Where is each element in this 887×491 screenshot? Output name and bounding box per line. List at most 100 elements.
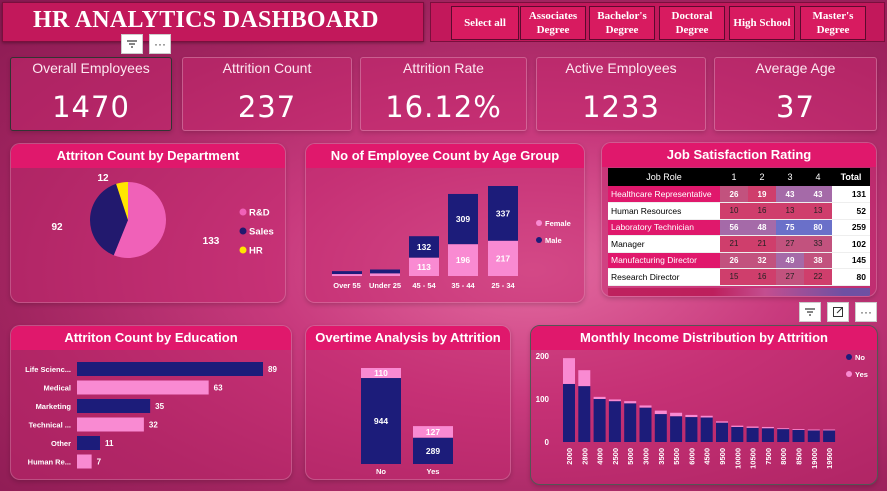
bar-segment-female	[370, 273, 400, 276]
rating-cell: 43	[776, 186, 804, 203]
bar-segment-yes	[777, 428, 790, 430]
bar-data-label: 63	[214, 384, 223, 393]
panel-age-group[interactable]: No of Employee Count by Age Group Over 5…	[305, 143, 585, 303]
more-options-icon[interactable]: ···	[855, 302, 877, 322]
bar-segment-female	[488, 240, 518, 276]
filter-icon[interactable]	[121, 34, 143, 54]
col-header[interactable]: 1	[720, 168, 748, 186]
slicer-associates-degree[interactable]: Associates Degree	[520, 6, 586, 40]
bar-segment-male	[370, 269, 400, 276]
legend-marker	[846, 354, 852, 360]
slicer-masters-degree[interactable]: Master's Degree	[800, 6, 866, 40]
col-header[interactable]: 2	[748, 168, 776, 186]
slicer-select-all[interactable]: Select all	[451, 6, 519, 40]
x-tick-label: 4500	[703, 448, 712, 465]
slicer-high-school[interactable]: High School	[729, 6, 795, 40]
col-header[interactable]: Total	[832, 168, 870, 186]
focus-mode-icon[interactable]	[827, 302, 849, 322]
panel-attrition-by-education[interactable]: Attriton Count by Education Life Scienc.…	[10, 325, 292, 480]
bar-segment-no	[792, 429, 805, 442]
total-cell: 52	[832, 202, 870, 220]
kpi-active-employees[interactable]: Active Employees 1233	[536, 57, 706, 131]
bar-segment-no	[608, 401, 621, 442]
x-tick-label: 6000	[687, 448, 696, 465]
job-role-cell: Manager	[608, 235, 720, 253]
total-cell: 80	[832, 268, 870, 286]
table-scrollbar[interactable]	[608, 288, 870, 296]
rating-cell: 10	[720, 202, 748, 220]
bar-segment-no	[746, 427, 759, 442]
legend-marker	[846, 371, 852, 377]
x-tick-label: No	[376, 467, 386, 476]
panel-attrition-by-department[interactable]: Attriton Count by Department 133 92 12 R&D S…	[10, 143, 286, 303]
legend-marker	[239, 246, 247, 254]
visual-toolbar-bottom: ···	[799, 302, 877, 322]
kpi-label: Average Age	[755, 60, 836, 76]
x-tick-label: 3000	[642, 448, 651, 465]
bar	[77, 380, 209, 395]
bar	[77, 399, 151, 413]
bar-segment-no	[578, 386, 591, 442]
job-role-cell: Laboratory Technician	[608, 219, 720, 236]
rating-cell: 21	[720, 235, 748, 253]
col-header[interactable]: Job Role	[608, 168, 720, 186]
kpi-value: 237	[237, 90, 297, 124]
rating-cell: 27	[776, 235, 804, 253]
rating-cell: 48	[748, 219, 776, 236]
panel-job-satisfaction[interactable]: Job Satisfaction Rating Job Role 1 2 3 4…	[601, 142, 877, 297]
bar-segment-no	[700, 417, 713, 442]
kpi-value: 16.12%	[385, 90, 502, 124]
rating-cell: 13	[776, 202, 804, 220]
col-header[interactable]: 4	[804, 168, 832, 186]
education-bar-chart: Life Scienc... 89 Medical 63 Marketing 35 Tech…	[25, 362, 277, 469]
bar	[77, 417, 144, 432]
table-row[interactable]: Laboratory Technician 56 48 75 80 259	[608, 219, 870, 236]
rating-cell: 38	[804, 252, 832, 269]
bar-segment-no	[593, 399, 606, 442]
kpi-overall-employees[interactable]: Overall Employees 1470	[10, 57, 172, 131]
pie-slice	[90, 183, 128, 256]
table-row[interactable]: Research Director 15 16 27 22 80	[608, 268, 870, 286]
y-tick-label: Other	[51, 439, 71, 448]
bar-segment-no	[361, 378, 401, 464]
x-tick-label: Over 55	[333, 281, 361, 290]
x-tick-label: Under 25	[369, 281, 401, 290]
table-row[interactable]: Manufacturing Director 26 32 49 38 145	[608, 252, 870, 269]
bar-segment-male	[332, 271, 362, 276]
panel-title: Attriton Count by Education	[11, 326, 291, 350]
y-tick-label: 0	[545, 438, 550, 447]
total-cell: 102	[832, 235, 870, 253]
bar-data-label: 113	[417, 262, 431, 272]
bar-segment-no	[807, 430, 820, 442]
table-row[interactable]: Human Resources 10 16 13 13 52	[608, 202, 870, 220]
bar-segment-yes	[807, 429, 820, 431]
y-tick-label: Marketing	[36, 402, 72, 411]
bar-segment-female	[332, 274, 362, 276]
x-tick-label: 9500	[718, 448, 727, 465]
kpi-average-age[interactable]: Average Age 37	[714, 57, 877, 131]
bar-segment-no	[639, 407, 652, 442]
kpi-attrition-count[interactable]: Attrition Count 237	[182, 57, 352, 131]
panel-monthly-income[interactable]: Monthly Income Distribution by Attrition…	[530, 325, 878, 485]
slicer-bachelors-degree[interactable]: Bachelor's Degree	[589, 6, 655, 40]
bar-data-label: 196	[456, 255, 470, 265]
slicer-doctoral-degree[interactable]: Doctoral Degree	[659, 6, 725, 40]
more-options-icon[interactable]: ···	[149, 34, 171, 54]
x-tick-label: 19500	[825, 448, 834, 469]
col-header[interactable]: 3	[776, 168, 804, 186]
kpi-attrition-rate[interactable]: Attrition Rate 16.12%	[360, 57, 527, 131]
bar-segment-yes	[823, 429, 836, 431]
rating-cell: 32	[748, 252, 776, 269]
education-slicer: Select all Associates Degree Bachelor's …	[430, 2, 885, 42]
panel-title: Job Satisfaction Rating	[602, 143, 876, 167]
panel-overtime[interactable]: Overtime Analysis by Attrition 944 110 No 2…	[305, 325, 511, 480]
panel-title: Monthly Income Distribution by Attrition	[531, 326, 877, 350]
rating-cell: 16	[748, 268, 776, 286]
filter-icon[interactable]	[799, 302, 821, 322]
bar-segment-yes	[608, 399, 621, 402]
table-row[interactable]: Manager 21 21 27 33 102	[608, 235, 870, 253]
page-title: HR ANALYTICS DASHBOARD	[33, 7, 379, 33]
table-row[interactable]: Healthcare Representative 26 19 43 43 131	[608, 186, 870, 203]
bar-segment-yes	[563, 358, 575, 384]
rating-cell: 75	[776, 219, 804, 236]
